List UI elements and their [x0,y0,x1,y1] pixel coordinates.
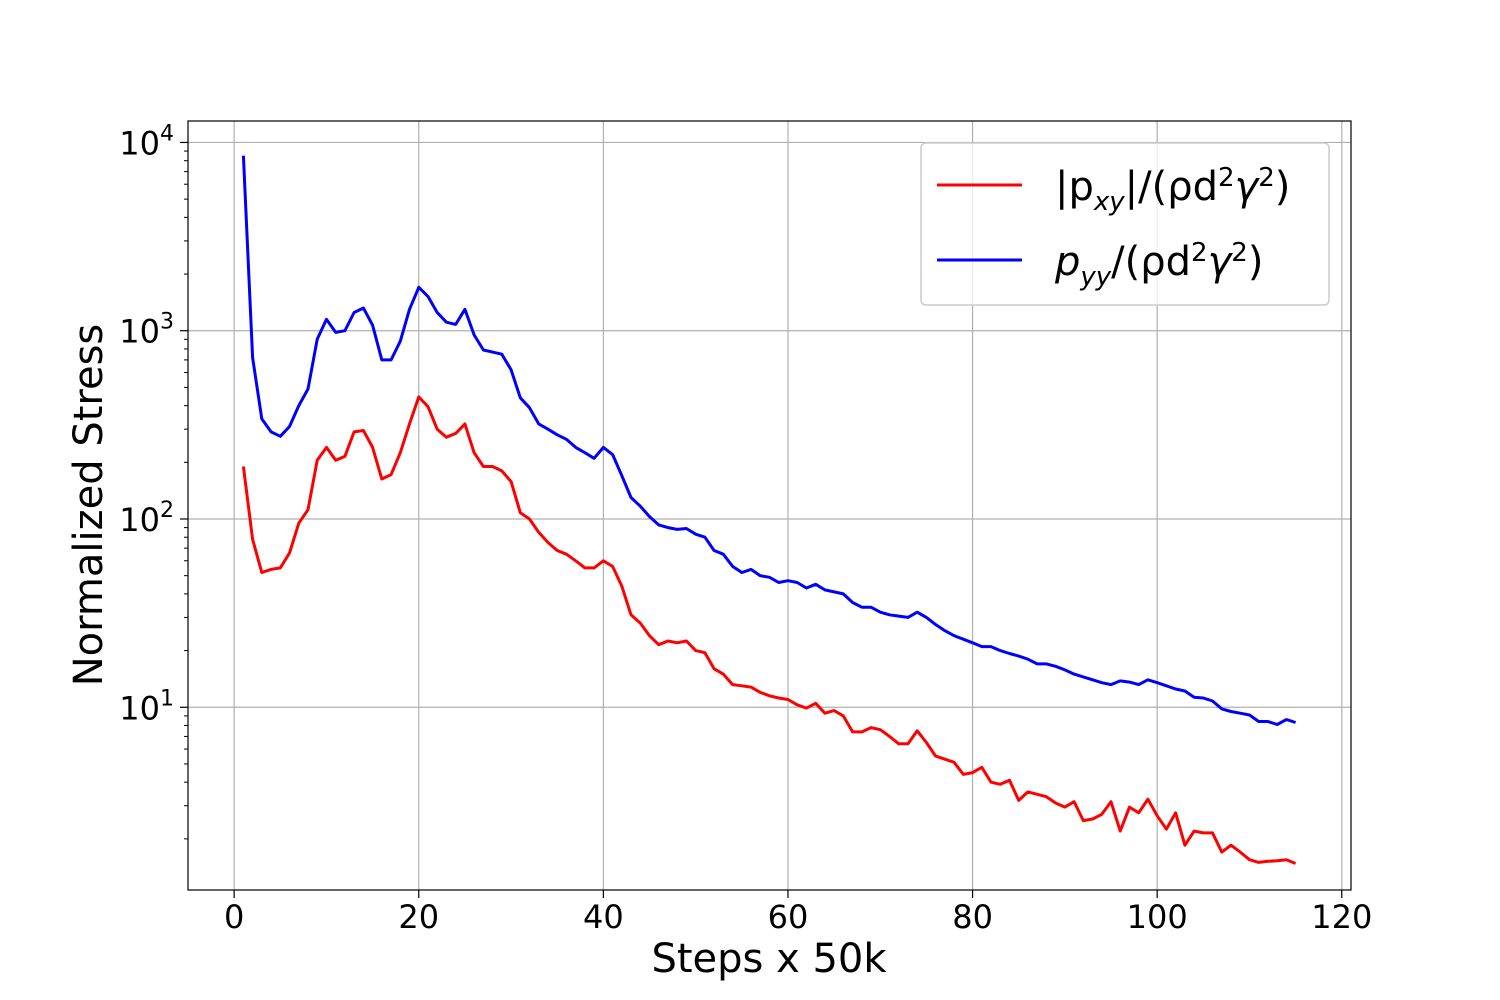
x-tick-label: 120 [1311,898,1372,936]
y-axis-label: Normalized Stress [66,324,112,686]
x-tick-label: 20 [398,898,439,936]
y-tick-label: 101 [119,686,174,727]
series-line-pxy [241,395,1297,865]
x-tick-label: 0 [224,898,244,936]
y-axis-ticks: 101 102 103 104 [119,121,188,840]
legend-label-pxy: |pxy|/(ρd2γ2) [1055,163,1290,217]
legend-box [920,142,1330,306]
series-line-pyy [241,155,1297,726]
x-tick-label: 60 [768,898,809,936]
x-axis-ticks: 0 20 40 60 80 100 120 [224,890,1372,936]
series-group [241,155,1297,865]
legend-label-pyy: pyy/(ρd2γ2) [1054,238,1263,292]
x-axis-label: Steps x 50k [651,936,887,982]
y-tick-label: 104 [119,121,174,162]
legend: |pxy|/(ρd2γ2) pyy/(ρd2γ2) [920,142,1330,306]
x-tick-label: 80 [952,898,993,936]
x-tick-label: 100 [1127,898,1188,936]
plot-frame [187,120,1352,891]
y-tick-label: 102 [119,498,174,539]
x-tick-label: 40 [583,898,624,936]
y-tick-label: 103 [119,310,174,351]
